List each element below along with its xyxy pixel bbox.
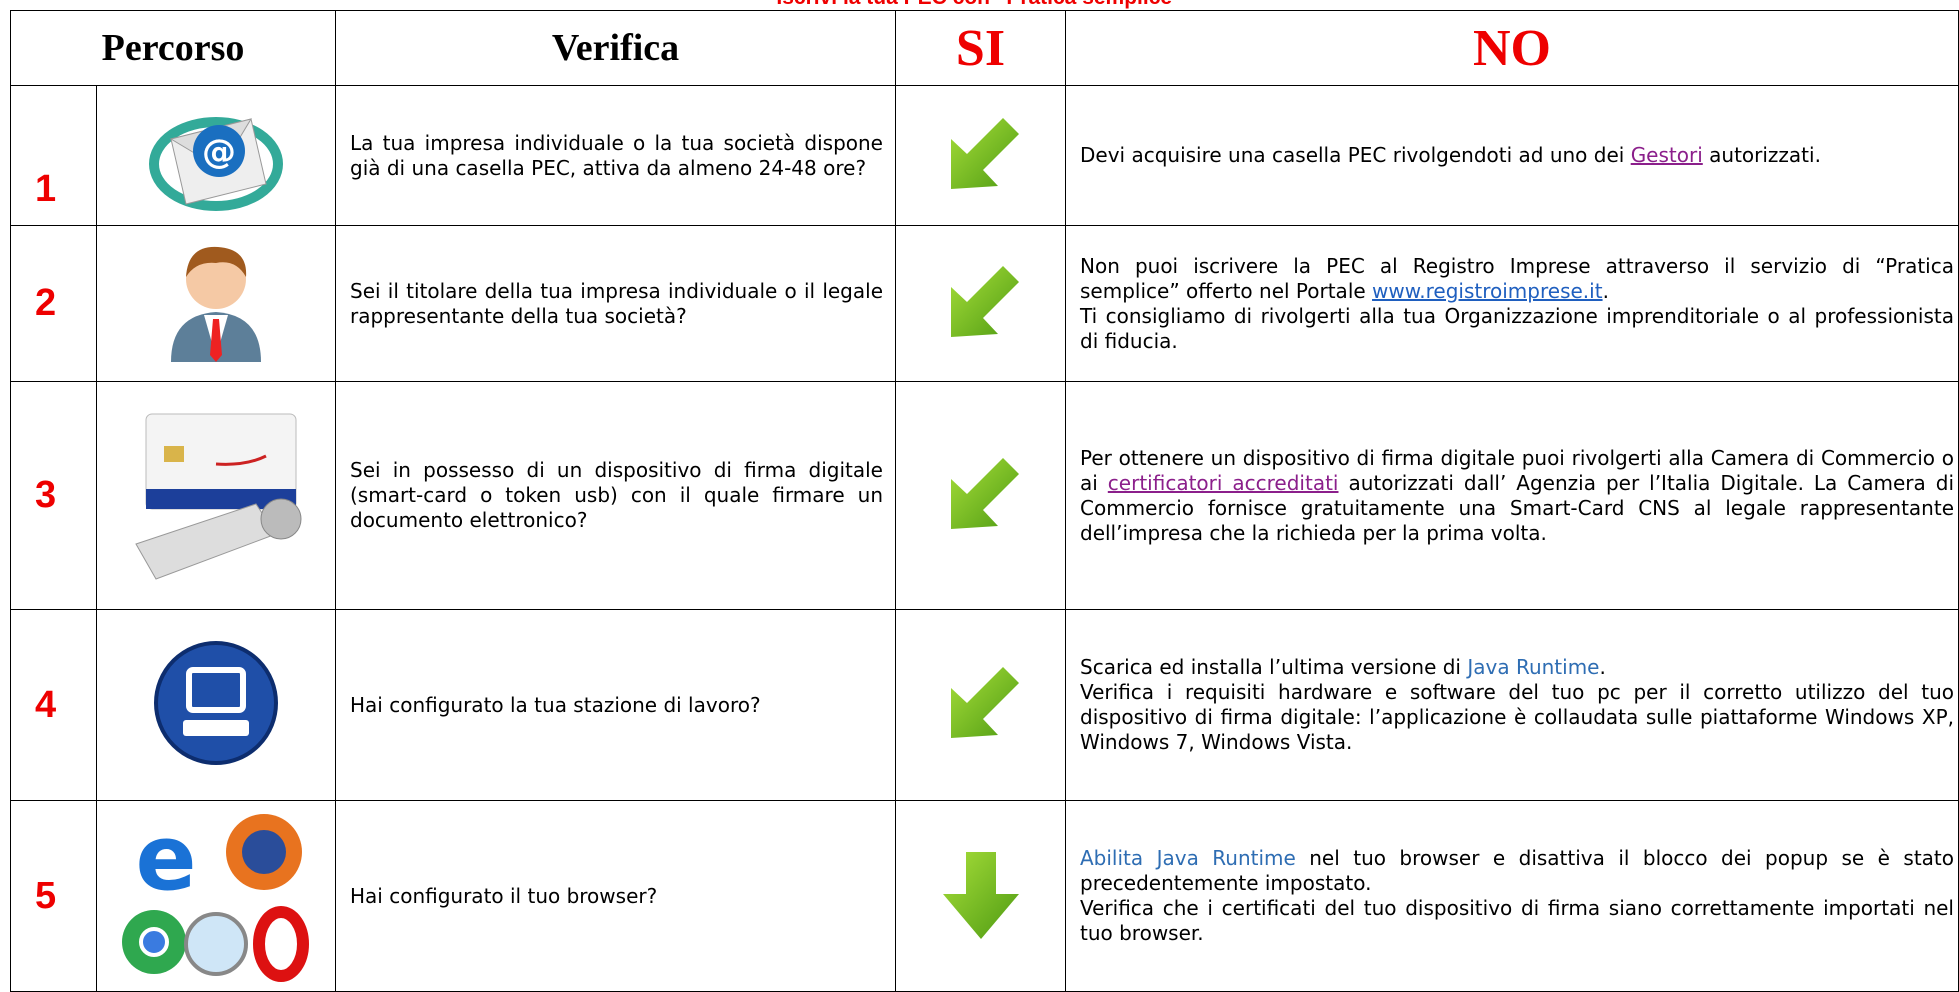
text-segment: Verifica i requisiti hardware e software…: [1080, 680, 1954, 754]
link: Java Runtime: [1467, 655, 1600, 679]
workstation-icon: [154, 641, 278, 765]
yes-arrow: [931, 444, 1031, 544]
row: 5 e Hai configurato il tuo browser? Abil…: [10, 800, 1959, 992]
text-segment: autorizzati dall’ Agenzia per l’Italia D…: [1080, 470, 1954, 545]
question: Sei in possesso di un dispositivo di fir…: [335, 381, 896, 610]
question: Hai configurato la tua stazione di lavor…: [335, 609, 896, 801]
step-number: 4: [10, 609, 97, 801]
row: 4 Hai configurato la tua stazione di lav…: [10, 609, 1959, 801]
step-number: 5: [10, 800, 97, 992]
no-text: Per ottenere un dispositivo di firma dig…: [1065, 381, 1959, 610]
text-segment: Non puoi iscrivere la PEC al Registro Im…: [1080, 253, 1954, 303]
text-segment: autorizzati.: [1702, 143, 1821, 167]
text-segment: .: [1599, 655, 1606, 679]
header-verifica: Verifica: [335, 10, 896, 86]
browsers-icon: e: [122, 806, 309, 982]
question: Hai configurato il tuo browser?: [335, 800, 896, 992]
step-number: 3: [10, 381, 97, 610]
link: Abilita Java Runtime: [1080, 846, 1296, 870]
text-segment: nel tuo browser e disattiva il blocco de…: [1080, 846, 1954, 895]
yes-arrow: [931, 104, 1031, 204]
text-segment: Devi acquisire una casella PEC rivolgend…: [1080, 143, 1631, 167]
text-segment: Verifica che i certificati del tuo dispo…: [1080, 896, 1954, 945]
step-number: 1: [10, 85, 97, 226]
step-number: 2: [10, 225, 97, 382]
text-segment: Per ottenere un dispositivo di firma dig…: [1080, 445, 1954, 495]
question: La tua impresa individuale o la tua soci…: [335, 85, 896, 226]
text-segment: .: [1602, 278, 1609, 303]
no-text: Non puoi iscrivere la PEC al Registro Im…: [1065, 225, 1959, 382]
header-percorso: Percorso: [10, 10, 336, 86]
header-si: SI: [895, 10, 1066, 86]
page-title: Iscrivi la tua PEC con “Pratica semplice…: [0, 0, 1959, 10]
yes-arrow: [931, 252, 1031, 352]
row: 2 Sei il titolare della tua impresa indi…: [10, 225, 1959, 382]
pec-icon: @: [149, 116, 283, 211]
row: 3 Sei in possesso di un dispositivo di f…: [10, 381, 1959, 610]
header-no: NO: [1065, 10, 1959, 86]
no-text: Abilita Java Runtime nel tuo browser e d…: [1065, 800, 1959, 992]
yes-arrow: [931, 653, 1031, 753]
link[interactable]: www.registroimprese.it: [1372, 278, 1603, 303]
link[interactable]: certificatori accreditati: [1107, 470, 1339, 495]
card-usb-icon: [135, 413, 302, 580]
path-table: Percorso Verifica SI NO 1 @ La tua impre…: [10, 10, 1959, 992]
no-text: Scarica ed installa l’ultima versione di…: [1065, 609, 1959, 801]
link[interactable]: Gestori: [1630, 143, 1703, 167]
text-segment: Ti consigliamo di rivolgerti alla tua Or…: [1080, 303, 1954, 353]
question: Sei il titolare della tua impresa indivi…: [335, 225, 896, 382]
text-segment: Scarica ed installa l’ultima versione di: [1080, 655, 1468, 679]
row: 1 @ La tua impresa individuale o la tua …: [10, 85, 1959, 226]
header-row: Percorso Verifica SI NO: [10, 10, 1959, 86]
no-text: Devi acquisire una casella PEC rivolgend…: [1065, 85, 1959, 226]
user-icon: [171, 246, 261, 362]
svg-text:@: @: [202, 132, 236, 172]
yes-arrow: [931, 844, 1031, 944]
svg-text:e: e: [135, 806, 196, 911]
